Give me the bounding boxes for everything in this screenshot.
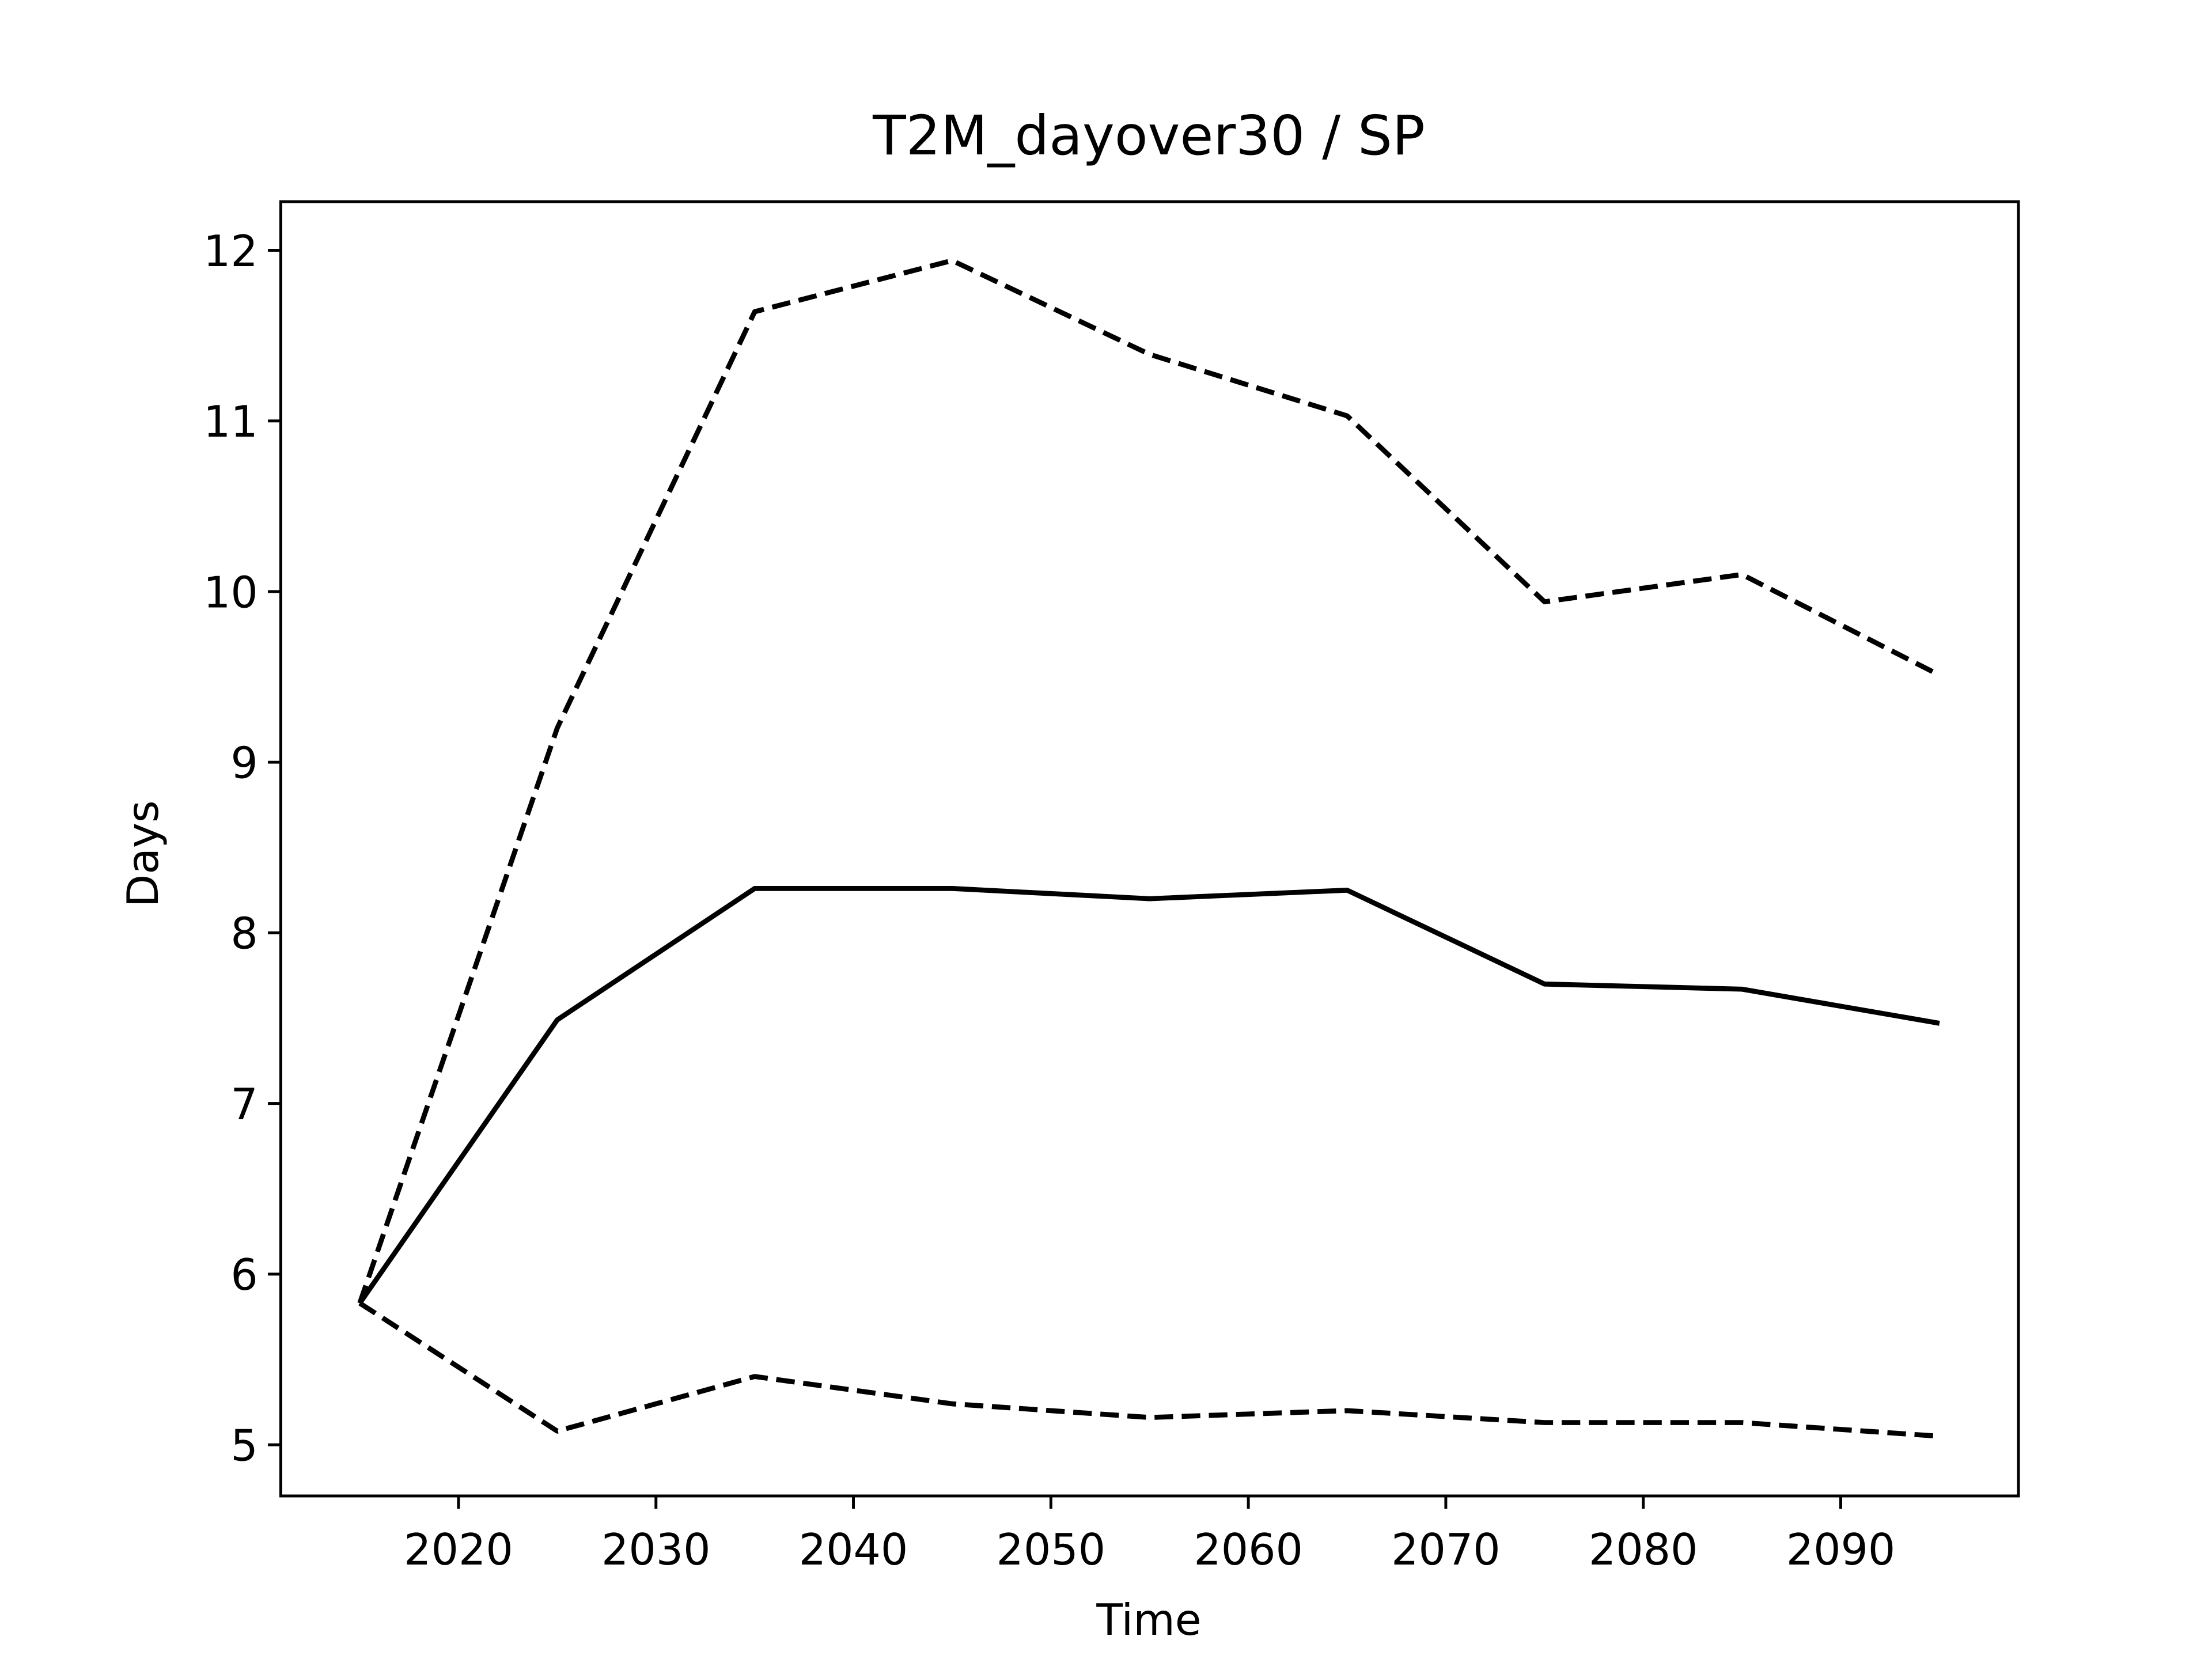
x-tick-label: 2030 xyxy=(601,1525,711,1575)
x-tick-label: 2080 xyxy=(1589,1525,1698,1575)
y-tick-label: 12 xyxy=(203,226,258,276)
y-tick-label: 6 xyxy=(230,1250,257,1300)
y-axis-label: Days xyxy=(118,800,168,907)
chart-title: T2M_dayover30 / SP xyxy=(872,104,1425,168)
series-line xyxy=(357,257,1941,1304)
y-tick-label: 5 xyxy=(230,1421,257,1471)
x-tick-label: 2020 xyxy=(404,1525,513,1575)
y-tick-label: 10 xyxy=(203,567,258,618)
y-tick-label: 11 xyxy=(203,397,258,447)
y-tick-label: 7 xyxy=(230,1080,257,1130)
series-line xyxy=(357,886,1940,1305)
x-tick-label: 2050 xyxy=(997,1525,1106,1575)
x-tick-label: 2090 xyxy=(1786,1525,1896,1575)
x-tick-label: 2070 xyxy=(1391,1525,1501,1575)
series-line xyxy=(358,1301,1940,1439)
y-tick-label: 8 xyxy=(230,909,257,959)
plot-frame xyxy=(279,200,2020,1498)
x-tick-label: 2040 xyxy=(799,1525,908,1575)
x-axis-label: Time xyxy=(1096,1595,1201,1645)
x-tick-label: 2060 xyxy=(1194,1525,1303,1575)
y-tick-label: 9 xyxy=(230,738,257,788)
